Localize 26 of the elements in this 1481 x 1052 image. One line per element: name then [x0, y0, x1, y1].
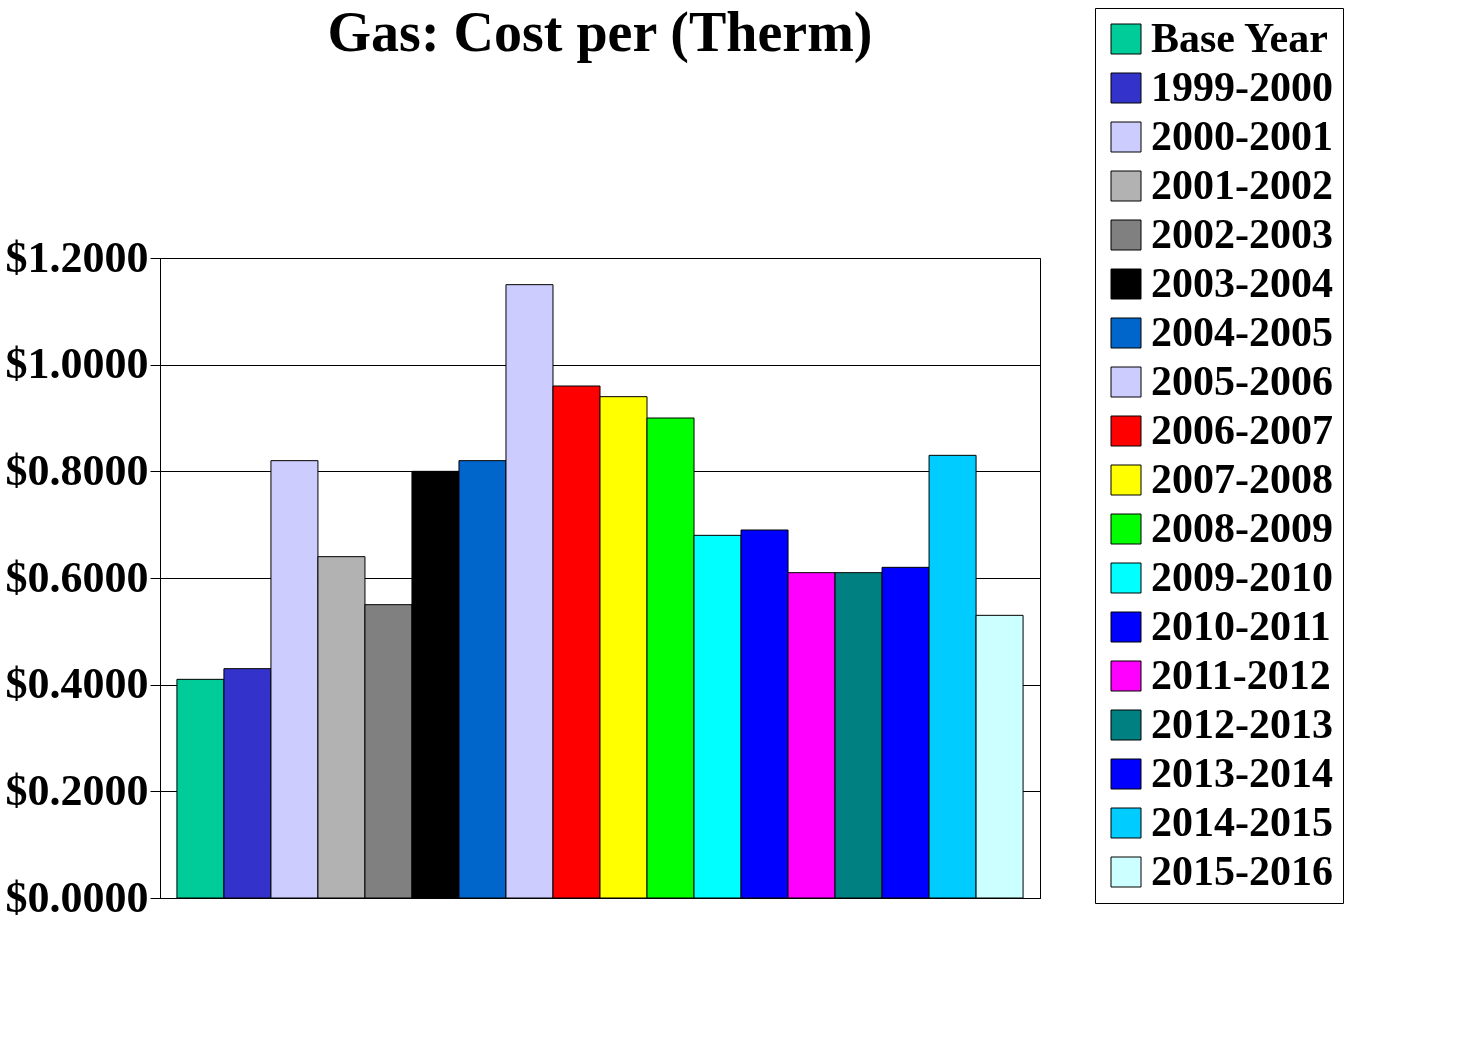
y-tick-label: $0.6000	[5, 552, 149, 602]
legend-label: 2007-2008	[1151, 456, 1333, 502]
legend-label: 2009-2010	[1151, 554, 1333, 600]
legend-label: 2004-2005	[1151, 309, 1333, 355]
legend-label: 2014-2015	[1151, 799, 1333, 845]
legend-label: Base Year	[1151, 15, 1328, 61]
legend-label: 2006-2007	[1151, 407, 1333, 453]
y-tick-label: $0.0000	[5, 872, 149, 922]
y-tick-label: $1.2000	[5, 232, 149, 282]
chart-title: Gas: Cost per (Therm)	[327, 0, 873, 64]
legend-label: 2002-2003	[1151, 211, 1333, 257]
legend-label: 2010-2011	[1151, 603, 1331, 649]
legend-label: 2012-2013	[1151, 701, 1333, 747]
legend-label: 2011-2012	[1151, 652, 1331, 698]
legend-label: 2005-2006	[1151, 358, 1333, 404]
legend-label: 1999-2000	[1151, 64, 1333, 110]
y-tick-label: $1.0000	[5, 339, 149, 389]
legend-label: 2015-2016	[1151, 848, 1333, 894]
y-tick-label: $0.4000	[5, 659, 149, 709]
legend-label: 2001-2002	[1151, 162, 1333, 208]
legend-label: 2000-2001	[1151, 113, 1333, 159]
legend-label: 2003-2004	[1151, 260, 1333, 306]
legend-label: 2008-2009	[1151, 505, 1333, 551]
y-tick-label: $0.8000	[5, 445, 149, 495]
y-tick-label: $0.2000	[5, 765, 149, 815]
legend-label: 2013-2014	[1151, 750, 1333, 796]
